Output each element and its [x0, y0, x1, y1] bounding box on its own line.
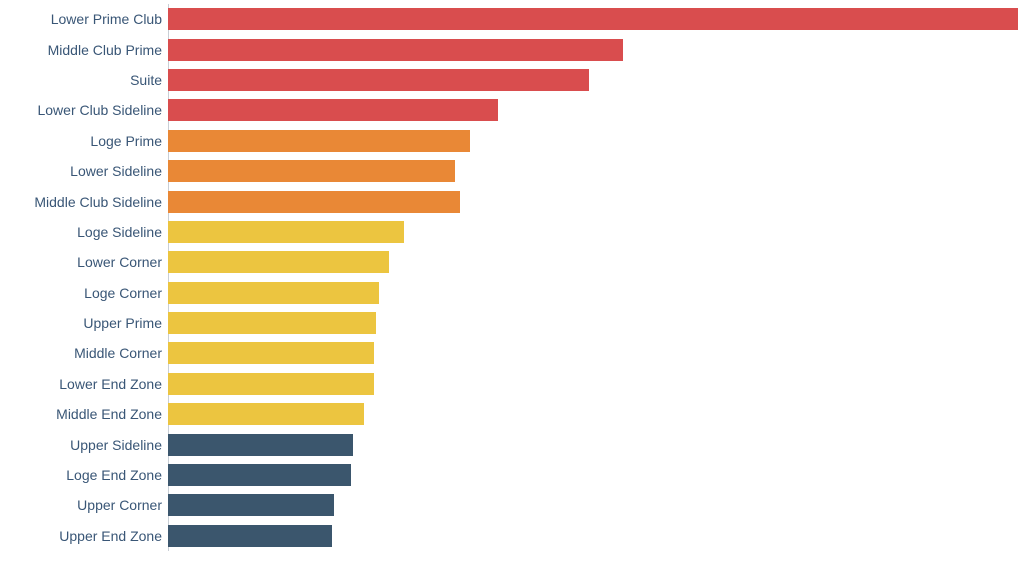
category-label: Loge End Zone — [6, 467, 168, 483]
category-label: Upper Sideline — [6, 437, 168, 453]
category-label: Loge Corner — [6, 285, 168, 301]
chart-row: Lower End Zone — [6, 369, 1018, 399]
category-label: Upper Prime — [6, 315, 168, 331]
bar — [168, 403, 364, 425]
bar — [168, 464, 351, 486]
category-label: Middle Corner — [6, 345, 168, 361]
bar — [168, 373, 374, 395]
chart-row: Lower Sideline — [6, 156, 1018, 186]
bar — [168, 69, 589, 91]
bar-track — [168, 65, 1018, 95]
chart-row: Loge End Zone — [6, 460, 1018, 490]
bar-track — [168, 247, 1018, 277]
bar-track — [168, 186, 1018, 216]
bar — [168, 525, 332, 547]
chart-row: Lower Prime Club — [6, 4, 1018, 34]
bar — [168, 130, 470, 152]
bar — [168, 342, 374, 364]
chart-row: Loge Sideline — [6, 217, 1018, 247]
bar — [168, 312, 376, 334]
bar — [168, 39, 623, 61]
chart-row: Loge Prime — [6, 126, 1018, 156]
chart-row: Upper Sideline — [6, 429, 1018, 459]
chart-row: Upper Corner — [6, 490, 1018, 520]
category-label: Lower Sideline — [6, 163, 168, 179]
chart-row: Lower Club Sideline — [6, 95, 1018, 125]
category-label: Suite — [6, 72, 168, 88]
bar-track — [168, 460, 1018, 490]
bar — [168, 99, 498, 121]
bar-track — [168, 429, 1018, 459]
bar-track — [168, 95, 1018, 125]
bar-track — [168, 490, 1018, 520]
bar-track — [168, 308, 1018, 338]
chart-row: Middle Club Prime — [6, 34, 1018, 64]
bar — [168, 191, 460, 213]
category-label: Lower Club Sideline — [6, 102, 168, 118]
bar — [168, 160, 455, 182]
bar-track — [168, 278, 1018, 308]
bar — [168, 8, 1018, 30]
category-label: Middle End Zone — [6, 406, 168, 422]
bar-track — [168, 369, 1018, 399]
bar-track — [168, 217, 1018, 247]
category-label: Middle Club Prime — [6, 42, 168, 58]
category-label: Lower Prime Club — [6, 11, 168, 27]
bar-track — [168, 126, 1018, 156]
chart-row: Upper Prime — [6, 308, 1018, 338]
bar — [168, 221, 404, 243]
bar — [168, 494, 334, 516]
bar-track — [168, 156, 1018, 186]
category-label: Lower Corner — [6, 254, 168, 270]
category-label: Lower End Zone — [6, 376, 168, 392]
bar-track — [168, 399, 1018, 429]
chart-row: Middle Club Sideline — [6, 186, 1018, 216]
category-label: Upper Corner — [6, 497, 168, 513]
bar — [168, 282, 379, 304]
bar-track — [168, 338, 1018, 368]
chart-row: Upper End Zone — [6, 521, 1018, 551]
bar — [168, 251, 389, 273]
chart-row: Lower Corner — [6, 247, 1018, 277]
bar-track — [168, 4, 1018, 34]
chart-row: Suite — [6, 65, 1018, 95]
bar — [168, 434, 353, 456]
chart-row: Middle End Zone — [6, 399, 1018, 429]
bar-track — [168, 34, 1018, 64]
horizontal-bar-chart: Lower Prime Club Middle Club Prime Suite Lo… — [0, 0, 1024, 583]
category-label: Loge Prime — [6, 133, 168, 149]
chart-row: Middle Corner — [6, 338, 1018, 368]
bar-track — [168, 521, 1018, 551]
category-label: Upper End Zone — [6, 528, 168, 544]
chart-row: Loge Corner — [6, 278, 1018, 308]
category-label: Middle Club Sideline — [6, 194, 168, 210]
category-label: Loge Sideline — [6, 224, 168, 240]
